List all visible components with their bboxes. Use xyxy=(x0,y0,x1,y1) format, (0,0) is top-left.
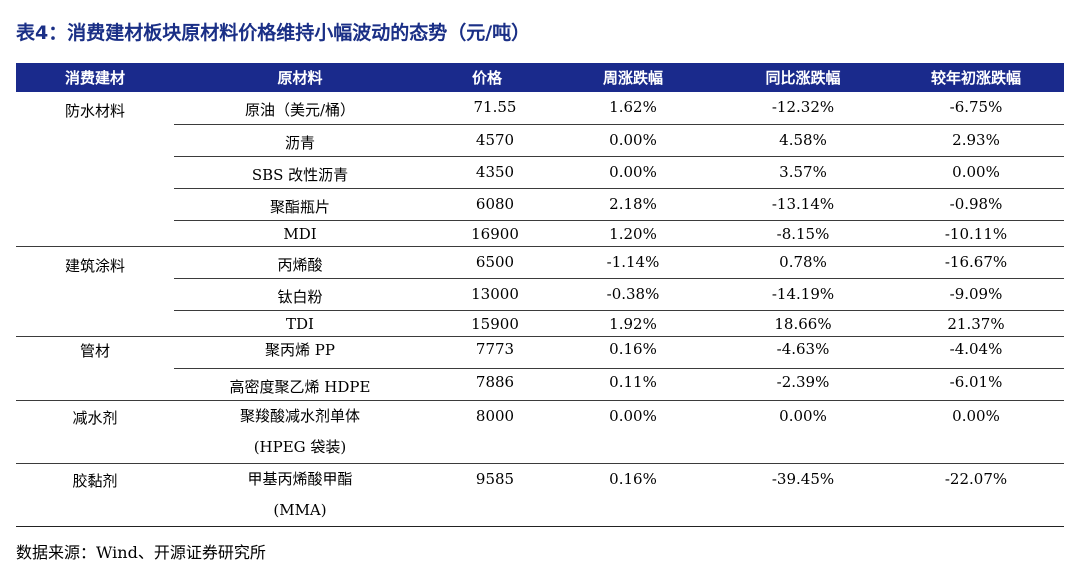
material-line: 甲基丙烯酸甲酯 xyxy=(247,469,353,488)
category-label: 防水材料 xyxy=(64,102,125,120)
header-weekly-change: 周涨跌幅 xyxy=(602,69,663,87)
yoy-cell: -8.15% xyxy=(718,220,888,247)
yoy-cell: -39.45% xyxy=(718,463,888,527)
header-yoy-change: 同比涨跌幅 xyxy=(765,69,841,87)
yoy-cell: -4.63% xyxy=(718,336,888,369)
yoy-cell: 18.66% xyxy=(718,310,888,337)
ytd-cell: -4.04% xyxy=(888,336,1064,369)
data-source-note: 数据来源：Wind、开源证券研究所 xyxy=(16,543,266,562)
raw-material-price-table: 消费建材 原材料 价格 周涨跌幅 同比涨跌幅 较年初涨跌幅 防水材料 原油（美元… xyxy=(16,63,1064,527)
table-row: 沥青 4570 0.00% 4.58% 2.93% xyxy=(16,124,1064,157)
weekly-cell: 2.18% xyxy=(548,188,718,221)
price-cell: 4350 xyxy=(426,156,548,189)
header-category: 消费建材 xyxy=(64,69,125,87)
table-row: SBS 改性沥青 4350 0.00% 3.57% 0.00% xyxy=(16,156,1064,189)
yoy-cell: -12.32% xyxy=(718,92,888,125)
price-cell: 8000 xyxy=(426,400,548,464)
table-row: 胶黏剂 甲基丙烯酸甲酯 (MMA) 9585 0.16% -39.45% -22… xyxy=(16,463,1064,527)
table-row: 聚酯瓶片 6080 2.18% -13.14% -0.98% xyxy=(16,188,1064,221)
price-cell: 9585 xyxy=(426,463,548,527)
table-row: 减水剂 聚羧酸减水剂单体 (HPEG 袋装) 8000 0.00% 0.00% … xyxy=(16,400,1064,464)
material-cell: 聚酯瓶片 xyxy=(174,188,426,221)
weekly-cell: 1.62% xyxy=(548,92,718,125)
price-cell: 7886 xyxy=(426,368,548,401)
header-material: 原材料 xyxy=(277,69,323,87)
material-cell: TDI xyxy=(174,310,426,337)
weekly-cell: 0.16% xyxy=(548,336,718,369)
category-label: 管材 xyxy=(79,341,110,360)
table-header-row: 消费建材 原材料 价格 周涨跌幅 同比涨跌幅 较年初涨跌幅 xyxy=(16,63,1064,92)
yoy-cell: -13.14% xyxy=(718,188,888,221)
ytd-cell: -6.01% xyxy=(888,368,1064,401)
ytd-cell: 0.00% xyxy=(888,400,1064,464)
ytd-cell: -0.98% xyxy=(888,188,1064,221)
category-label: 建筑涂料 xyxy=(64,256,125,275)
weekly-cell: -1.14% xyxy=(548,246,718,279)
table-title: 表4：消费建材板块原材料价格维持小幅波动的态势（元/吨） xyxy=(16,22,531,44)
price-cell: 6080 xyxy=(426,188,548,221)
ytd-cell: -16.67% xyxy=(888,246,1064,279)
material-cell: MDI xyxy=(174,220,426,247)
material-line: 聚羧酸减水剂单体 xyxy=(239,406,360,425)
yoy-cell: 0.00% xyxy=(718,400,888,464)
header-ytd-change: 较年初涨跌幅 xyxy=(930,69,1021,87)
material-line: (HPEG 袋装) xyxy=(253,437,347,456)
material-cell: 高密度聚乙烯 HDPE xyxy=(174,368,426,401)
price-cell: 71.55 xyxy=(426,92,548,125)
header-price: 价格 xyxy=(471,69,502,87)
material-cell: 钛白粉 xyxy=(174,278,426,311)
weekly-cell: 0.11% xyxy=(548,368,718,401)
table-row: MDI 16900 1.20% -8.15% -10.11% xyxy=(16,220,1064,247)
material-line: (MMA) xyxy=(273,500,327,519)
category-cell: 减水剂 xyxy=(16,400,174,464)
weekly-cell: 1.20% xyxy=(548,220,718,247)
price-cell: 13000 xyxy=(426,278,548,311)
yoy-cell: -14.19% xyxy=(718,278,888,311)
category-cell: 胶黏剂 xyxy=(16,463,174,527)
ytd-cell: -9.09% xyxy=(888,278,1064,311)
weekly-cell: 0.00% xyxy=(548,156,718,189)
weekly-cell: 0.00% xyxy=(548,124,718,157)
ytd-cell: -10.11% xyxy=(888,220,1064,247)
price-cell: 15900 xyxy=(426,310,548,337)
weekly-cell: 1.92% xyxy=(548,310,718,337)
table-row: 高密度聚乙烯 HDPE 7886 0.11% -2.39% -6.01% xyxy=(16,368,1064,401)
ytd-cell: -6.75% xyxy=(888,92,1064,125)
material-cell: 甲基丙烯酸甲酯 (MMA) xyxy=(174,463,426,527)
material-cell: 丙烯酸 xyxy=(174,246,426,279)
weekly-cell: 0.16% xyxy=(548,463,718,527)
price-cell: 6500 xyxy=(426,246,548,279)
yoy-cell: 3.57% xyxy=(718,156,888,189)
ytd-cell: 0.00% xyxy=(888,156,1064,189)
price-cell: 7773 xyxy=(426,336,548,369)
ytd-cell: -22.07% xyxy=(888,463,1064,527)
weekly-cell: 0.00% xyxy=(548,400,718,464)
table-row: 建筑涂料 丙烯酸 6500 -1.14% 0.78% -16.67% xyxy=(16,246,1064,337)
table-row: 防水材料 原油（美元/桶） 71.55 1.62% -12.32% -6.75% xyxy=(16,92,1064,247)
category-cell: 防水材料 xyxy=(16,92,174,247)
material-cell: 聚羧酸减水剂单体 (HPEG 袋装) xyxy=(174,400,426,464)
ytd-cell: 2.93% xyxy=(888,124,1064,157)
material-cell: 聚丙烯 PP xyxy=(174,336,426,369)
weekly-cell: -0.38% xyxy=(548,278,718,311)
yoy-cell: 0.78% xyxy=(718,246,888,279)
table-row: 钛白粉 13000 -0.38% -14.19% -9.09% xyxy=(16,278,1064,311)
material-cell: SBS 改性沥青 xyxy=(174,156,426,189)
price-cell: 16900 xyxy=(426,220,548,247)
table-row: TDI 15900 1.92% 18.66% 21.37% xyxy=(16,310,1064,337)
ytd-cell: 21.37% xyxy=(888,310,1064,337)
yoy-cell: 4.58% xyxy=(718,124,888,157)
yoy-cell: -2.39% xyxy=(718,368,888,401)
table-row: 管材 聚丙烯 PP 7773 0.16% -4.63% -4.04% xyxy=(16,336,1064,401)
category-cell: 建筑涂料 xyxy=(16,246,174,337)
material-cell: 原油（美元/桶） xyxy=(174,92,426,125)
price-cell: 4570 xyxy=(426,124,548,157)
category-cell: 管材 xyxy=(16,336,174,401)
material-cell: 沥青 xyxy=(174,124,426,157)
